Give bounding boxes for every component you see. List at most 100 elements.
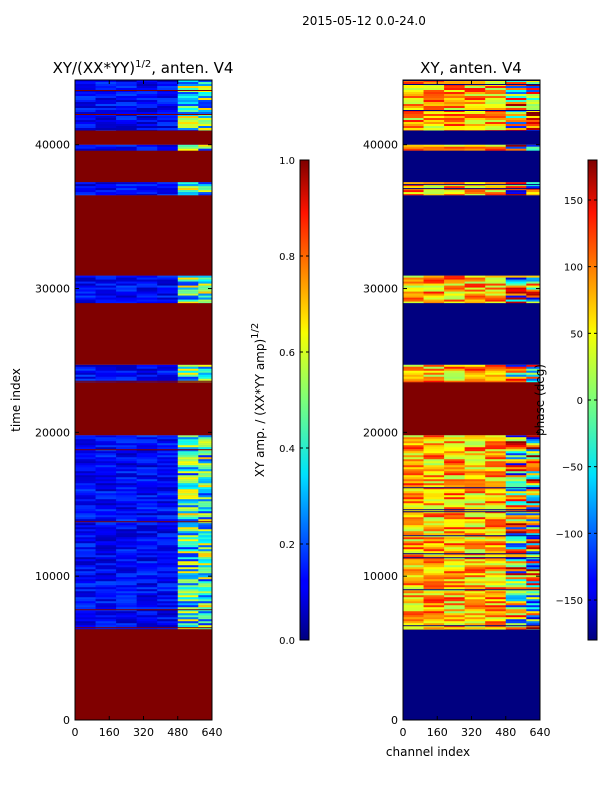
- heatmap-cell: [157, 481, 179, 484]
- heatmap-cell: [116, 615, 137, 618]
- heatmap-cell: [157, 182, 179, 185]
- heatmap-cell: [444, 547, 465, 550]
- heatmap-cell: [444, 461, 465, 464]
- heatmap-cell: [75, 589, 96, 592]
- heatmap-cell: [485, 543, 507, 546]
- heatmap-cell: [75, 443, 96, 446]
- heatmap-cell: [157, 571, 179, 574]
- heatmap-cell: [464, 98, 486, 101]
- heatmap-cell: [95, 495, 117, 498]
- heatmap-cell: [505, 297, 527, 300]
- heatmap-cell: [423, 537, 445, 540]
- heatmap-cell: [526, 573, 541, 576]
- heatmap-cell: [116, 483, 137, 486]
- heatmap-cell: [444, 601, 465, 604]
- heatmap-cell: [526, 607, 541, 610]
- heatmap-cell: [198, 599, 213, 602]
- x-tick-label: 160: [99, 726, 120, 739]
- heatmap-cell: [136, 515, 158, 518]
- heatmap-flag-line: [75, 449, 212, 451]
- heatmap-cell: [177, 80, 199, 83]
- heatmap-cell: [157, 613, 179, 616]
- heatmap-cell: [95, 98, 117, 101]
- heatmap-cell: [136, 445, 158, 448]
- heatmap-cell: [95, 279, 117, 282]
- heatmap-cell: [177, 285, 199, 288]
- heatmap-cell: [116, 517, 137, 520]
- heatmap-cell: [95, 126, 117, 129]
- heatmap-cell: [116, 110, 137, 113]
- heatmap-cell: [75, 603, 96, 606]
- heatmap-cell: [157, 299, 179, 302]
- heatmap-cell: [505, 108, 527, 111]
- heatmap-cell: [116, 293, 137, 296]
- heatmap-cell: [116, 463, 137, 466]
- heatmap-cell: [177, 575, 199, 578]
- heatmap-cell: [198, 543, 213, 546]
- heatmap-cell: [177, 577, 199, 580]
- heatmap-cell: [95, 479, 117, 482]
- heatmap-cell: [136, 122, 158, 125]
- heatmap-cell: [485, 479, 507, 482]
- heatmap-cell: [95, 579, 117, 582]
- heatmap-cell: [423, 459, 445, 462]
- heatmap-cell: [444, 435, 465, 438]
- heatmap-cell: [116, 491, 137, 494]
- heatmap-cell: [75, 539, 96, 542]
- heatmap-cell: [177, 184, 199, 187]
- heatmap-cell: [403, 275, 424, 278]
- heatmap-cell: [177, 505, 199, 508]
- heatmap-cell: [423, 281, 445, 284]
- heatmap-cell: [423, 509, 445, 512]
- heatmap-cell: [464, 370, 486, 373]
- heatmap-cell: [485, 370, 507, 373]
- heatmap-cell: [423, 116, 445, 119]
- heatmap-cell: [116, 465, 137, 468]
- heatmap-cell: [177, 567, 199, 570]
- heatmap-cell: [403, 104, 424, 107]
- heatmap-cell: [116, 503, 137, 506]
- heatmap-cell: [116, 469, 137, 472]
- heatmap-cell: [95, 106, 117, 109]
- heatmap-cell: [423, 575, 445, 578]
- heatmap-cell: [116, 609, 137, 612]
- heatmap-cell: [403, 515, 424, 518]
- heatmap-cell: [95, 605, 117, 608]
- heatmap-cell: [177, 611, 199, 614]
- heatmap-cell: [464, 116, 486, 119]
- heatmap-cell: [444, 593, 465, 596]
- heatmap-cell: [403, 537, 424, 540]
- heatmap-cell: [505, 459, 527, 462]
- heatmap-cell: [157, 108, 179, 111]
- heatmap-cell: [177, 591, 199, 594]
- heatmap-cell: [464, 569, 486, 572]
- heatmap-cell: [75, 497, 96, 500]
- heatmap-cell: [136, 561, 158, 564]
- heatmap-cell: [464, 453, 486, 456]
- heatmap-cell: [157, 96, 179, 99]
- heatmap-cell: [444, 507, 465, 510]
- heatmap-cell: [95, 449, 117, 452]
- heatmap-cell: [403, 601, 424, 604]
- heatmap-cell: [423, 98, 445, 101]
- heatmap-cell: [157, 84, 179, 87]
- heatmap-cell: [177, 489, 199, 492]
- heatmap-cell: [464, 593, 486, 596]
- heatmap-cell: [444, 517, 465, 520]
- heatmap-cell: [505, 281, 527, 284]
- heatmap-cell: [177, 563, 199, 566]
- heatmap-cell: [485, 555, 507, 558]
- heatmap-cell: [423, 493, 445, 496]
- heatmap-cell: [423, 477, 445, 480]
- heatmap-cell: [95, 459, 117, 462]
- heatmap-cell: [444, 441, 465, 444]
- heatmap-cell: [526, 549, 541, 552]
- heatmap-cell: [95, 533, 117, 536]
- heatmap-cell: [526, 437, 541, 440]
- heatmap-cell: [95, 503, 117, 506]
- heatmap-cell: [444, 190, 465, 193]
- heatmap-cell: [198, 525, 213, 528]
- heatmap-cell: [116, 104, 137, 107]
- heatmap-cell: [177, 541, 199, 544]
- heatmap-cell: [505, 457, 527, 460]
